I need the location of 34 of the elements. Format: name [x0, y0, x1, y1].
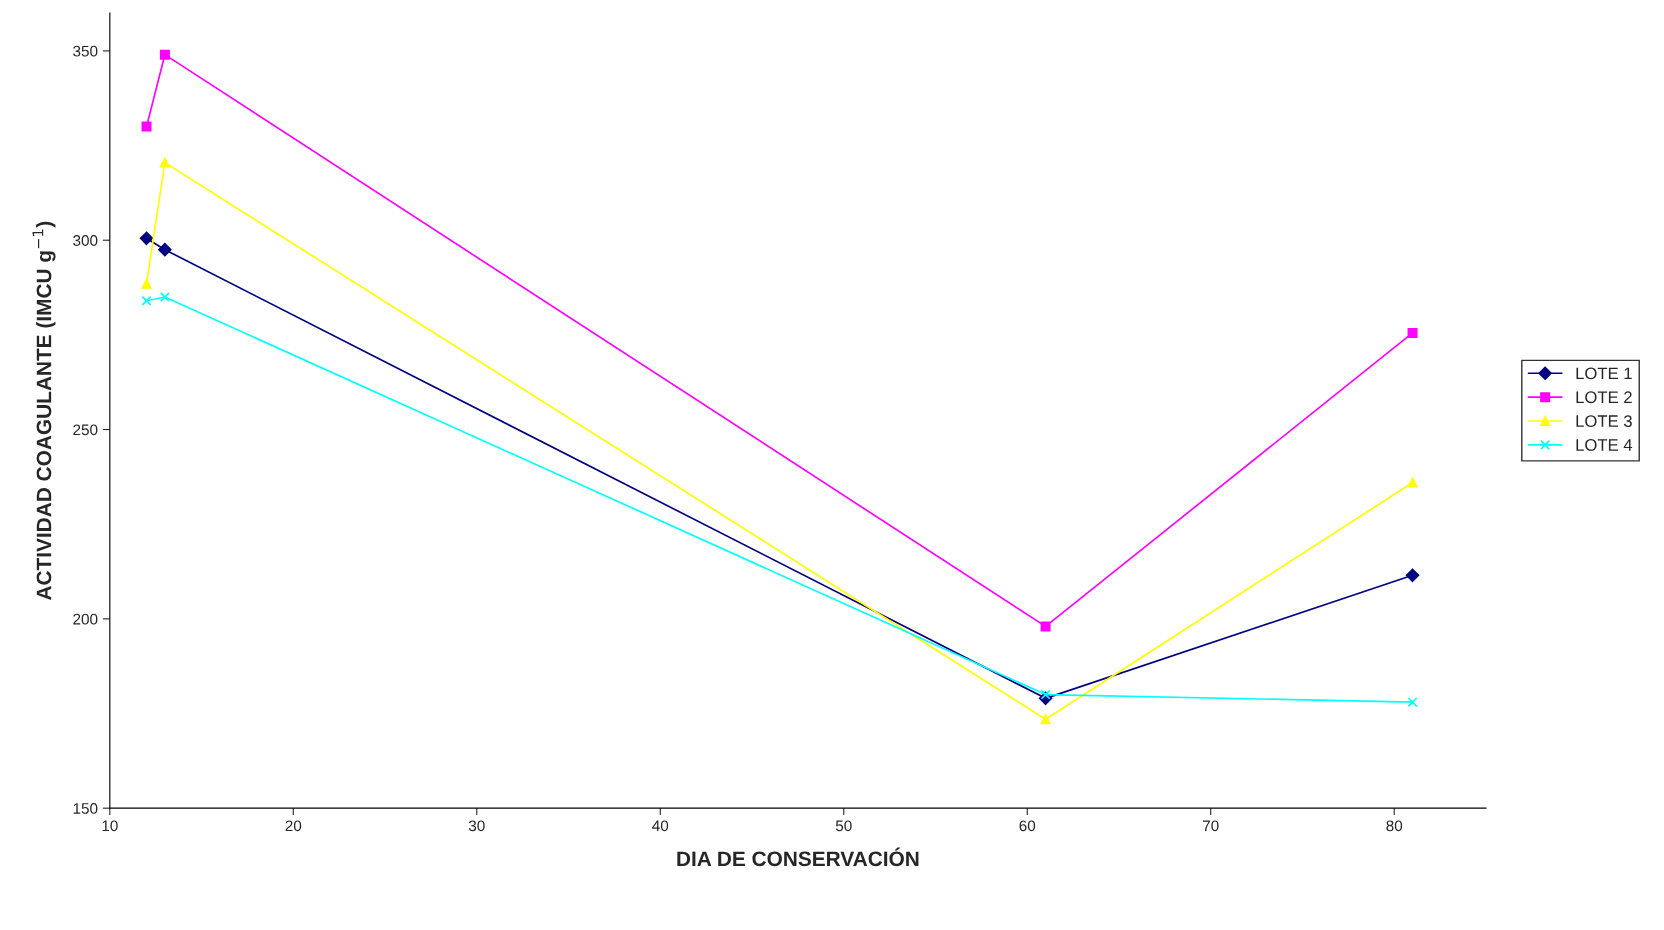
point — [159, 292, 170, 303]
point — [158, 242, 172, 257]
point — [1407, 697, 1418, 708]
legend-label: LOTE 3 — [1576, 415, 1632, 427]
point — [1040, 714, 1051, 725]
x-tick-label: 50 — [835, 820, 852, 832]
legend-label: LOTE 4 — [1576, 439, 1633, 451]
point — [141, 278, 152, 289]
x-tick-label: 80 — [1386, 820, 1403, 832]
x-tick-label: 30 — [468, 820, 485, 832]
x-tick-label: 40 — [652, 820, 669, 832]
y-tick-label: 300 — [73, 235, 98, 246]
x-tick-label: 60 — [1019, 820, 1036, 832]
point — [159, 157, 170, 168]
x-tick-label: 10 — [102, 820, 118, 832]
legend-label: LOTE 1 — [1576, 367, 1632, 380]
y-tick-label: 250 — [73, 424, 98, 436]
y-axis-title: ACTIVIDAD COAGULANTE (IMCU g$^{−1}$) — [32, 221, 56, 601]
y-tick-label: 150 — [73, 803, 98, 814]
point — [159, 49, 170, 60]
point — [141, 121, 152, 132]
x-axis-title: DIA DE CONSERVACIÓN — [677, 847, 919, 867]
point — [1407, 327, 1418, 338]
point — [1040, 621, 1051, 632]
point — [141, 295, 152, 306]
point — [1407, 477, 1418, 488]
point — [1405, 568, 1420, 583]
x-tick-label: 20 — [285, 820, 302, 832]
y-tick-label: 350 — [73, 45, 98, 57]
point — [139, 231, 154, 246]
point — [1040, 689, 1051, 700]
legend-label: LOTE 2 — [1576, 391, 1632, 404]
x-tick-label: 70 — [1203, 820, 1219, 832]
y-tick-label: 200 — [73, 613, 98, 625]
